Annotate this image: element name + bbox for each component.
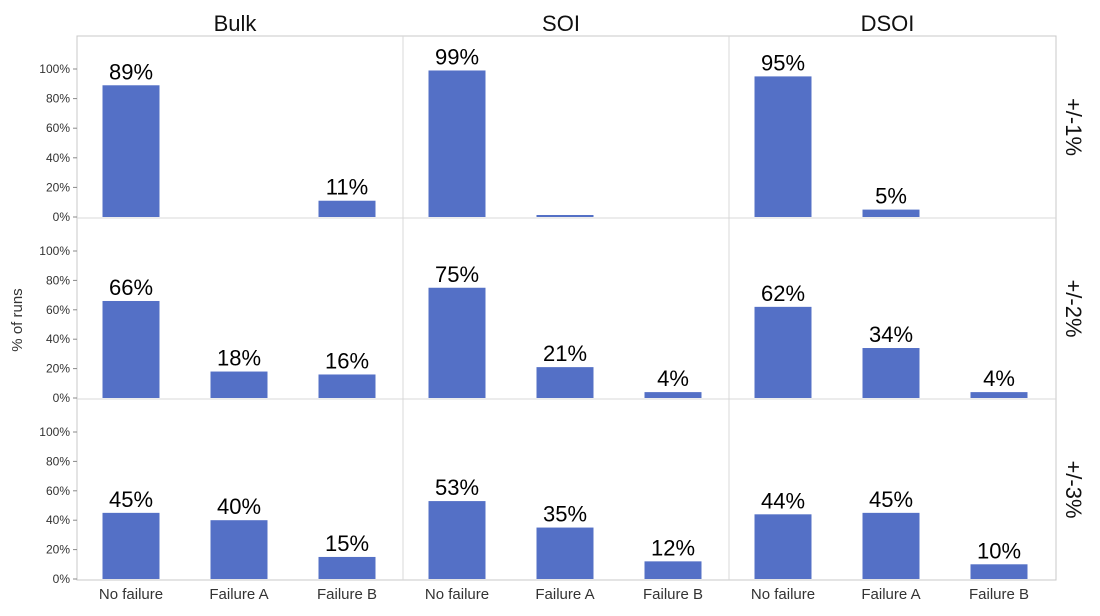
bar — [102, 85, 160, 217]
data-label: 95% — [761, 50, 805, 75]
data-label: 15% — [325, 531, 369, 556]
bar — [644, 561, 702, 579]
x-tick-label: Failure B — [643, 586, 703, 603]
bar — [428, 501, 486, 579]
y-tick-label: 20% — [46, 362, 70, 376]
x-tick-label: Failure A — [209, 586, 268, 603]
data-label: 89% — [109, 59, 153, 84]
y-tick-label: 40% — [46, 332, 70, 346]
bar — [102, 512, 160, 579]
bar — [318, 200, 376, 217]
bar — [754, 306, 812, 398]
x-tick-label: No failure — [425, 586, 489, 603]
data-labels-group: 89% 11% 99% 95% 5% 66% 18% 16% 75% 21% 4% 62% 34% 4% 4… — [109, 44, 1021, 563]
y-tick-label: 80% — [46, 454, 70, 468]
data-label: 66% — [109, 275, 153, 300]
y-tick-label: 0% — [53, 572, 71, 586]
bar — [428, 70, 486, 217]
data-label: 53% — [435, 475, 479, 500]
bar — [970, 392, 1028, 398]
data-label: 16% — [325, 348, 369, 373]
column-header-soi: SOI — [542, 11, 580, 36]
row-header: +/-3% — [1061, 460, 1086, 518]
data-label: 35% — [543, 502, 587, 527]
data-label: 10% — [977, 538, 1021, 563]
bar — [536, 215, 594, 217]
x-tick-label: Failure A — [535, 586, 594, 603]
bar — [210, 371, 268, 398]
column-header-bulk: Bulk — [214, 11, 258, 36]
y-tick-label: 20% — [46, 180, 70, 194]
data-label: 4% — [983, 366, 1015, 391]
y-tick-label: 60% — [46, 484, 70, 498]
row-header: +/-1% — [1061, 98, 1086, 156]
data-label: 5% — [875, 184, 907, 209]
y-tick-label: 60% — [46, 303, 70, 317]
axes-group: Bulk SOI DSOI +/-1% +/-2% +/-3% 0% 20% 40% 60% 80%… — [39, 11, 1086, 603]
x-tick-label: No failure — [99, 586, 163, 603]
bar — [644, 392, 702, 398]
y-tick-label: 80% — [46, 273, 70, 287]
bar — [210, 520, 268, 579]
data-label: 4% — [657, 366, 689, 391]
bar — [862, 209, 920, 217]
plot-border — [76, 35, 1057, 581]
data-label: 12% — [651, 535, 695, 560]
data-label: 21% — [543, 341, 587, 366]
x-tick-label: Failure A — [861, 586, 920, 603]
x-tick-label: No failure — [751, 586, 815, 603]
x-tick-label: Failure B — [317, 586, 377, 603]
bar — [970, 564, 1028, 579]
data-label: 62% — [761, 281, 805, 306]
data-label: 44% — [761, 488, 805, 513]
bar — [536, 367, 594, 398]
y-axis-label: % of runs — [9, 288, 26, 351]
bar — [428, 287, 486, 398]
bar — [318, 556, 376, 579]
data-label: 11% — [326, 175, 368, 200]
y-tick-label: 100% — [39, 244, 70, 258]
data-label: 45% — [109, 487, 153, 512]
y-tick-label: 100% — [39, 62, 70, 76]
y-tick-label: 0% — [53, 391, 71, 405]
bar — [862, 348, 920, 398]
bar — [536, 527, 594, 579]
row-header: +/-2% — [1061, 279, 1086, 337]
y-tick-label: 60% — [46, 121, 70, 135]
chart-frame — [76, 35, 1057, 581]
data-label: 18% — [217, 346, 261, 371]
bars-group — [102, 70, 1028, 579]
y-tick-label: 40% — [46, 513, 70, 527]
data-label: 99% — [435, 44, 479, 69]
y-tick-label: 80% — [46, 92, 70, 106]
bar — [318, 374, 376, 398]
data-label: 40% — [217, 494, 261, 519]
y-tick-label: 0% — [53, 210, 71, 224]
bar — [862, 512, 920, 579]
y-tick-label: 100% — [39, 425, 70, 439]
data-label: 45% — [869, 487, 913, 512]
bar — [754, 76, 812, 218]
bar — [754, 514, 812, 579]
y-tick-label: 20% — [46, 543, 70, 557]
y-tick-label: 40% — [46, 151, 70, 165]
bar — [102, 300, 160, 398]
column-header-dsoi: DSOI — [861, 11, 915, 36]
data-label: 34% — [869, 322, 913, 347]
x-tick-label: Failure B — [969, 586, 1029, 603]
data-label: 75% — [435, 262, 479, 287]
